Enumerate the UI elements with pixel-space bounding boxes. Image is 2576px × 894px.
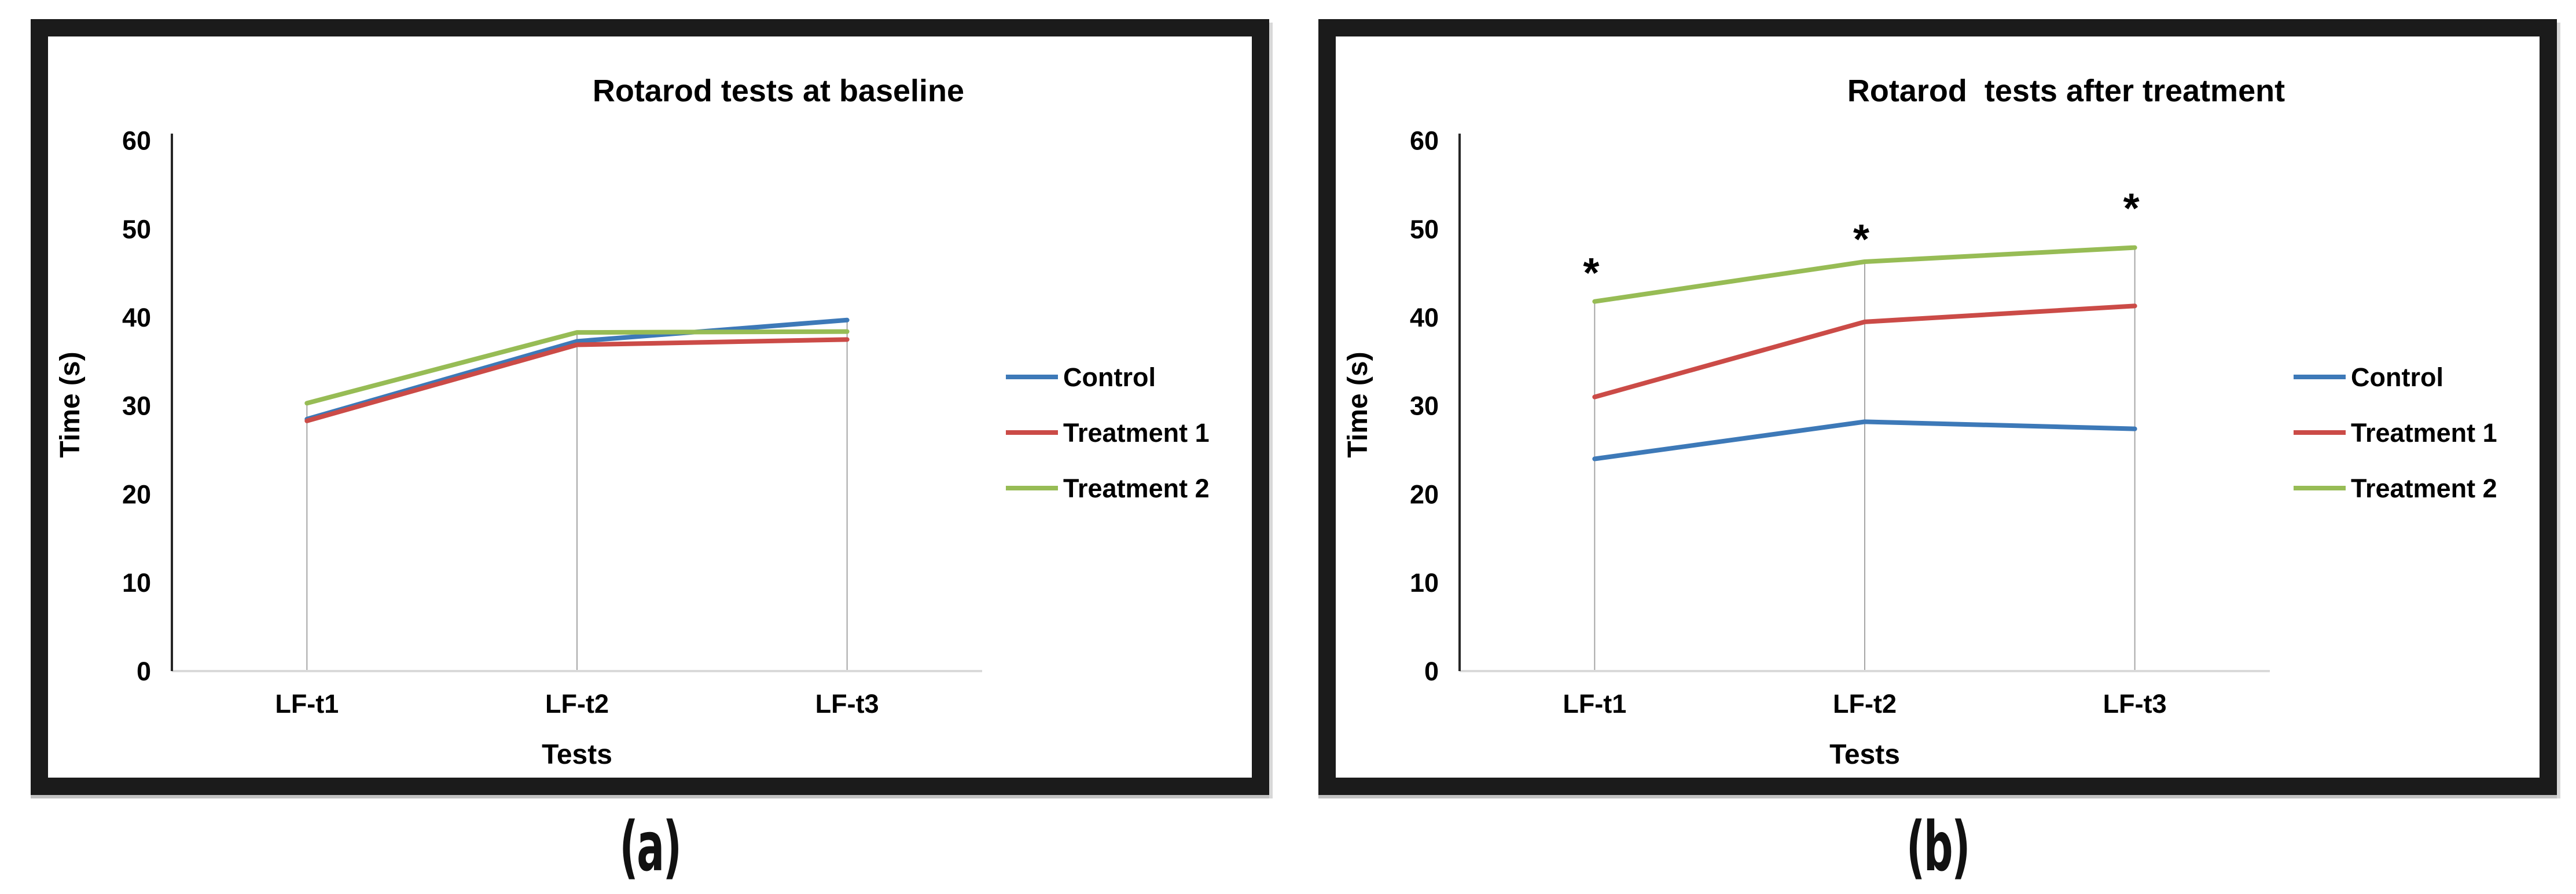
figure-panel-a: Rotarod tests at baseline 0 10 20 30 40 50 60 Ti… — [31, 19, 1269, 795]
significance-asterisk: * — [2123, 186, 2140, 232]
y-tick-label-0: 0 — [1424, 657, 1439, 686]
significance-asterisk: * — [1853, 217, 1869, 263]
series-line-treatment-2 — [304, 329, 850, 406]
legend-label-control: Control — [1063, 362, 1156, 392]
legend-label-treatment-1: Treatment 1 — [1063, 418, 1210, 448]
chart-rotarod-baseline: Rotarod tests at baseline 0 10 20 30 40 50 60 Ti… — [55, 74, 1210, 770]
y-tick-label-10: 10 — [122, 568, 151, 598]
x-tick-label-LF-t1: LF-t1 — [275, 689, 339, 719]
legend-label-treatment-2: Treatment 2 — [2351, 474, 2497, 503]
series-line-treatment-2 — [1592, 245, 2137, 304]
y-axis-title: Time (s) — [55, 351, 86, 457]
legend-label-treatment-1: Treatment 1 — [2351, 418, 2497, 448]
series-line-treatment-1 — [1592, 303, 2137, 400]
x-axis-title: Tests — [542, 739, 612, 770]
y-tick-label-40: 40 — [122, 303, 151, 332]
y-tick-label-40: 40 — [1410, 303, 1439, 332]
y-tick-label-50: 50 — [1410, 214, 1439, 244]
significance-asterisk: * — [1583, 250, 1599, 296]
series-line-control — [1592, 419, 2137, 461]
y-tick-label-60: 60 — [122, 126, 151, 156]
chart-title: Rotarod tests after treatment — [1847, 74, 2285, 108]
series-line-treatment-1 — [304, 337, 850, 423]
legend-label-treatment-2: Treatment 2 — [1063, 474, 1210, 503]
figure-panel-b: Rotarod tests after treatment 0 10 20 30 40 50… — [1318, 19, 2557, 795]
x-tick-label-LF-t1: LF-t1 — [1563, 689, 1626, 719]
y-tick-label-20: 20 — [1410, 479, 1439, 509]
x-tick-label-LF-t3: LF-t3 — [815, 689, 879, 719]
y-tick-label-50: 50 — [122, 214, 151, 244]
y-tick-label-30: 30 — [1410, 391, 1439, 421]
legend-label-control: Control — [2351, 362, 2443, 392]
caption-b: (b) — [1906, 807, 1971, 886]
x-tick-label-LF-t2: LF-t2 — [545, 689, 609, 719]
y-tick-label-0: 0 — [137, 657, 151, 686]
x-axis-title: Tests — [1829, 739, 1900, 770]
y-tick-label-60: 60 — [1410, 126, 1439, 156]
caption-a: (a) — [619, 807, 682, 886]
y-tick-label-10: 10 — [1410, 568, 1439, 598]
x-tick-label-LF-t3: LF-t3 — [2103, 689, 2167, 719]
y-tick-label-20: 20 — [122, 479, 151, 509]
chart-title: Rotarod tests at baseline — [593, 74, 964, 108]
y-axis-title: Time (s) — [1343, 351, 1373, 457]
chart-rotarod-after-treatment: Rotarod tests after treatment 0 10 20 30 40 50… — [1343, 74, 2497, 770]
x-tick-label-LF-t2: LF-t2 — [1833, 689, 1897, 719]
y-tick-label-30: 30 — [122, 391, 151, 421]
